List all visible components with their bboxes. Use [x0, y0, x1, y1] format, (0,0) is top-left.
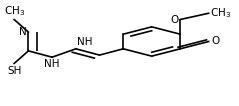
Text: O: O	[211, 36, 219, 47]
Text: N: N	[19, 27, 27, 37]
Text: NH: NH	[77, 37, 92, 47]
Text: SH: SH	[7, 66, 21, 76]
Text: CH$_3$: CH$_3$	[4, 5, 25, 18]
Text: NH: NH	[44, 59, 60, 69]
Text: O: O	[170, 15, 178, 24]
Text: CH$_3$: CH$_3$	[210, 6, 231, 20]
